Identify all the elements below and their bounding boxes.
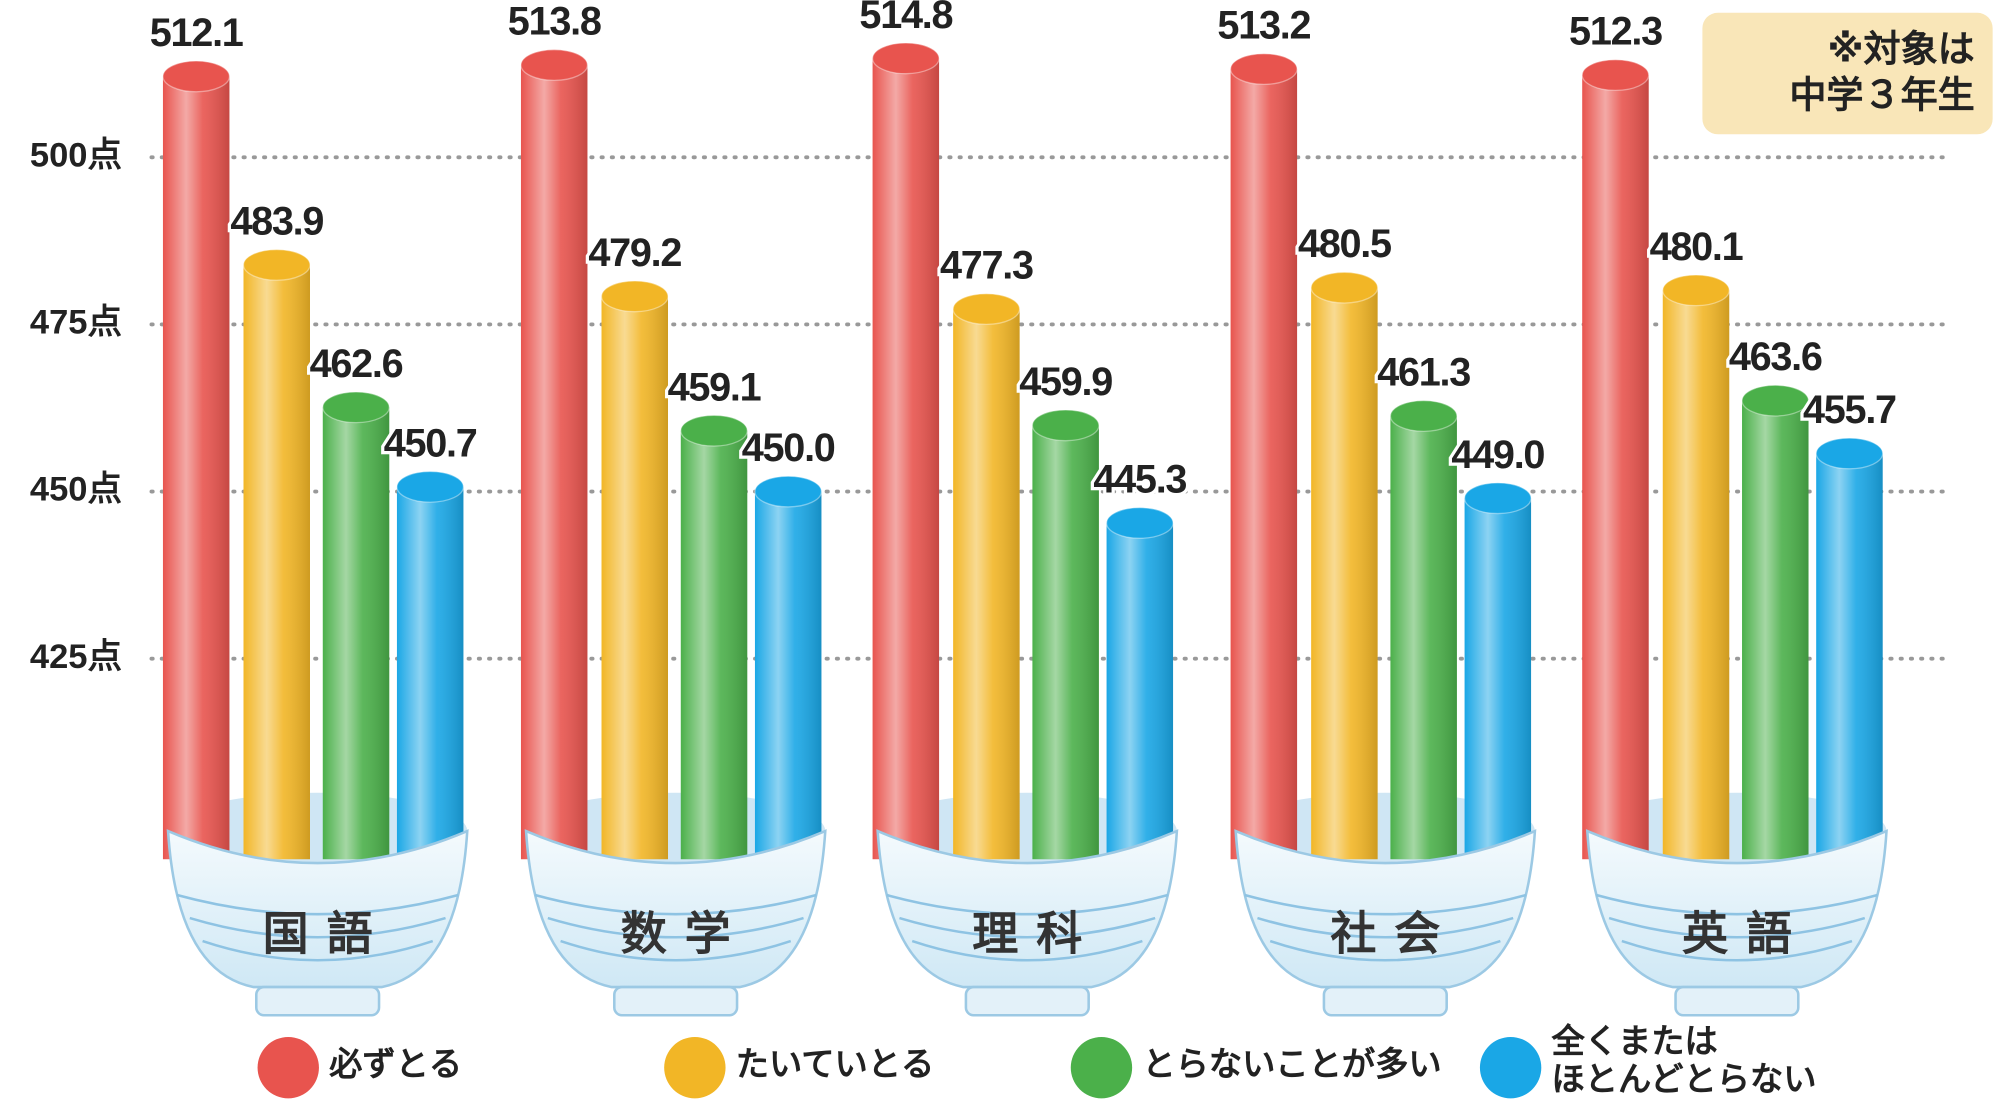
value-label: 514.8 [859, 0, 952, 37]
bar-shine [397, 487, 463, 859]
bowl-foot [966, 987, 1089, 1015]
value-label: 461.3 [1377, 351, 1470, 395]
legend-item: とらないことが多い [1142, 1046, 1526, 1106]
bowl-foot [1324, 987, 1447, 1015]
bar-cap [1231, 54, 1297, 85]
legend-item: たいていとる [736, 1046, 1120, 1106]
value-label: 480.1 [1650, 225, 1743, 269]
bar-cap [681, 415, 747, 446]
value-label: 480.5 [1298, 222, 1391, 266]
value-label: 459.9 [1019, 360, 1112, 404]
bar-cap [163, 61, 229, 92]
note-text: ※対象は 中学３年生 [1702, 13, 1992, 118]
value-label: 463.6 [1729, 335, 1822, 379]
bar-shine [323, 407, 389, 859]
value-label: 512.1 [150, 11, 243, 55]
bar-shine [1390, 416, 1456, 859]
bar-cap [873, 43, 939, 74]
bar-cap [1032, 410, 1098, 441]
legend-item: 全くまたは ほとんどとらない [1552, 1023, 1936, 1106]
legend-swatch [664, 1037, 725, 1098]
value-label: 450.7 [384, 421, 477, 465]
y-tick-label: 450点 [30, 471, 122, 509]
category-label: 国語 [263, 907, 391, 961]
value-label: 450.0 [742, 426, 835, 470]
note: ※対象は 中学３年生 [1702, 13, 1992, 134]
legend-swatch [1071, 1037, 1132, 1098]
value-label: 512.3 [1569, 10, 1662, 54]
legend-label: 全くまたは ほとんどとらない [1552, 1023, 1936, 1100]
bar-shine [1032, 425, 1098, 859]
value-label: 513.8 [508, 0, 601, 44]
bar-cap [1107, 508, 1173, 539]
bar-cap [1311, 272, 1377, 303]
bar-cap [1742, 385, 1808, 416]
bar-shine [602, 296, 668, 859]
value-label: 445.3 [1093, 458, 1186, 502]
bar-cap [1663, 275, 1729, 306]
legend-label: とらないことが多い [1142, 1046, 1526, 1084]
value-label: 477.3 [940, 244, 1033, 288]
bowl-foot [1676, 987, 1799, 1015]
legend-swatch [258, 1037, 319, 1098]
value-label: 459.1 [668, 365, 761, 409]
bar-cap [521, 50, 587, 81]
y-tick-label: 425点 [30, 638, 122, 676]
bar-shine [1465, 498, 1531, 859]
bar-shine [1107, 523, 1173, 859]
category-label: 理科 [972, 907, 1100, 961]
value-label: 462.6 [310, 342, 403, 386]
category-label: 社会 [1330, 907, 1458, 961]
value-label: 479.2 [588, 231, 681, 275]
value-label: 455.7 [1803, 388, 1896, 432]
bowl-foot [256, 987, 379, 1015]
bar-cap [397, 472, 463, 503]
bar-shine [873, 58, 939, 859]
bar-cap [1390, 401, 1456, 432]
bar-shine [521, 65, 587, 859]
value-label: 483.9 [230, 199, 323, 243]
bar-cap [244, 250, 310, 281]
bar-shine [1663, 290, 1729, 859]
bar-shine [1231, 69, 1297, 859]
bar-shine [681, 431, 747, 860]
legend-label: たいていとる [736, 1046, 1120, 1084]
category-label: 英語 [1682, 907, 1810, 961]
bar-shine [953, 309, 1019, 859]
bar-shine [1742, 401, 1808, 860]
bar-shine [755, 492, 821, 860]
bar-shine [244, 265, 310, 859]
legend-swatch [1480, 1037, 1541, 1098]
category-label: 数学 [621, 907, 749, 961]
legend-label: 必ずとる [329, 1046, 713, 1084]
value-label: 513.2 [1217, 4, 1310, 48]
bar-cap [1816, 438, 1882, 469]
bar-shine [163, 76, 229, 859]
bar-cap [953, 294, 1019, 325]
legend-item: 必ずとる [329, 1046, 713, 1106]
bar-cap [602, 281, 668, 312]
bar-shine [1311, 288, 1377, 860]
bar-shine [1582, 75, 1648, 859]
bowl-foot [614, 987, 737, 1015]
y-tick-label: 500点 [30, 136, 122, 174]
bar-cap [755, 476, 821, 507]
bar-shine [1816, 453, 1882, 859]
bar-cap [1582, 60, 1648, 91]
value-label: 449.0 [1451, 433, 1544, 477]
chart: ※対象は 中学３年生 425点 450点 475点 500点 512.1 483.9 462… [0, 0, 2006, 1106]
bar-cap [323, 392, 389, 423]
y-tick-label: 475点 [30, 304, 122, 342]
bar-cap [1465, 483, 1531, 514]
